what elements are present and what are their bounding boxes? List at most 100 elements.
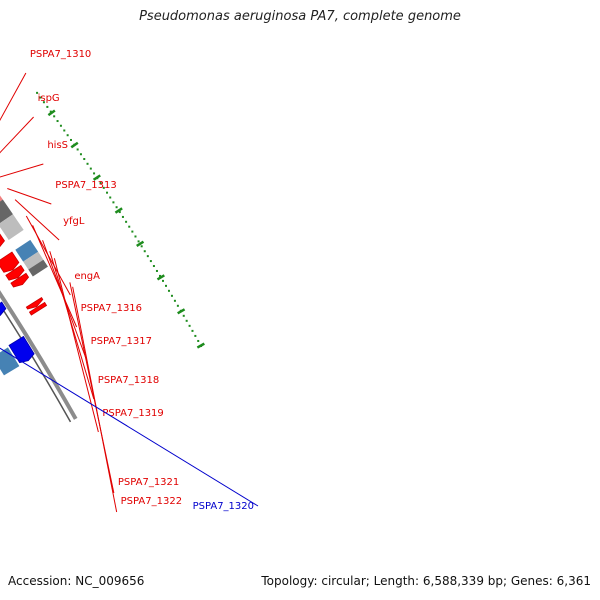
ring-dot bbox=[109, 196, 112, 199]
ring-dot bbox=[46, 105, 49, 108]
callout-line bbox=[72, 286, 118, 513]
tick-dotted-rings bbox=[36, 91, 203, 348]
gene-label: engA bbox=[74, 271, 100, 282]
ring-dot bbox=[162, 279, 164, 282]
ring-dot bbox=[39, 96, 42, 99]
ruler-tick-outer bbox=[47, 109, 56, 117]
ring-dot bbox=[49, 110, 52, 113]
ruler-tick-outer bbox=[177, 308, 186, 315]
outer-dotted-ring bbox=[36, 91, 203, 348]
cog-block bbox=[0, 195, 3, 202]
forward-cds-arrow bbox=[28, 301, 48, 316]
ring-dot bbox=[182, 314, 185, 317]
ring-dot bbox=[173, 299, 176, 302]
ruler-tick-outer bbox=[136, 240, 145, 247]
ring-dot bbox=[76, 148, 79, 151]
cog-block bbox=[15, 239, 39, 262]
ring-dot bbox=[170, 294, 173, 297]
gene-label: PSPA7_1321 bbox=[118, 477, 179, 488]
ring-dot bbox=[185, 319, 188, 322]
ring-dot bbox=[188, 324, 191, 327]
ring-dot bbox=[79, 153, 82, 156]
map-title: Pseudomonas aeruginosa PA7, complete gen… bbox=[139, 9, 461, 24]
ring-dot bbox=[176, 304, 179, 307]
callout-line bbox=[7, 188, 52, 205]
gene-label: PSPA7_1318 bbox=[98, 375, 159, 386]
accession-text: Accession: NC_009656 bbox=[8, 574, 145, 588]
gene-label: PSPA7_1319 bbox=[102, 408, 163, 419]
ring-dot bbox=[146, 255, 149, 258]
callout-line bbox=[32, 225, 78, 328]
ring-dot bbox=[191, 329, 194, 332]
ring-dot bbox=[131, 230, 134, 233]
gene-label: ispG bbox=[38, 93, 60, 104]
ring-dot bbox=[165, 284, 167, 287]
ring-dot bbox=[134, 235, 137, 238]
ring-dot bbox=[59, 124, 62, 127]
ring-dot bbox=[42, 101, 45, 104]
gene-callouts: PSPA7_1310 ispG hisS PSPA7_1313 yfgL engA PSPA… bbox=[0, 49, 259, 513]
backbone-arc-outer bbox=[0, 290, 78, 420]
ring-dot bbox=[167, 289, 170, 292]
ring-dot bbox=[106, 191, 109, 194]
ruler-tick-outer bbox=[156, 274, 165, 281]
genome-summary-text: Topology: circular; Length: 6,588,339 bp… bbox=[261, 574, 591, 588]
ring-dot bbox=[112, 201, 115, 204]
ring-dot bbox=[194, 334, 197, 337]
ring-dot bbox=[93, 172, 96, 175]
ring-dot bbox=[56, 120, 59, 123]
backbone-arc-inner bbox=[0, 303, 72, 423]
cog-block bbox=[28, 259, 48, 277]
ring-dot bbox=[118, 211, 121, 214]
backbone bbox=[0, 290, 78, 423]
ring-dot bbox=[66, 134, 69, 137]
ring-dot bbox=[99, 182, 102, 185]
ring-dot bbox=[155, 269, 158, 272]
ring-dot bbox=[53, 115, 56, 118]
gene-label: PSPA7_1322 bbox=[121, 496, 182, 507]
cog-block bbox=[0, 214, 24, 240]
ruler-tick-outer bbox=[196, 342, 205, 349]
ring-dot bbox=[137, 240, 140, 243]
gene-label: PSPA7_1313 bbox=[55, 180, 116, 191]
callout-line bbox=[53, 258, 99, 433]
ring-dot bbox=[36, 91, 39, 94]
ring-dot bbox=[149, 260, 152, 263]
ring-dot bbox=[143, 250, 146, 253]
cog-block bbox=[23, 251, 44, 270]
forward-cds-arrow bbox=[25, 296, 44, 310]
gene-label: PSPA7_1317 bbox=[91, 336, 152, 347]
gene-label: hisS bbox=[47, 140, 68, 151]
ring-dot bbox=[128, 225, 131, 228]
gene-label: PSPA7_1310 bbox=[30, 49, 91, 60]
reverse-cds-arrow bbox=[0, 301, 7, 316]
reverse-cds-arrow bbox=[8, 335, 35, 364]
ring-dot bbox=[86, 162, 89, 165]
gene-label: yfgL bbox=[63, 216, 85, 227]
ring-dot bbox=[102, 186, 105, 189]
ring-dot bbox=[115, 206, 118, 209]
ring-dot bbox=[125, 220, 128, 223]
ruler-tick-outer bbox=[92, 174, 101, 181]
cog-block bbox=[0, 199, 13, 224]
callout-line bbox=[14, 199, 60, 241]
reverse-cog-block bbox=[0, 347, 20, 376]
ring-dot bbox=[152, 265, 155, 268]
forward-cds-arrow bbox=[0, 233, 5, 248]
ring-dot bbox=[69, 138, 72, 141]
gene-label: PSPA7_1320 bbox=[193, 501, 254, 512]
ring-dot bbox=[140, 245, 143, 248]
callout-line bbox=[0, 116, 34, 154]
ring-dot bbox=[63, 129, 66, 132]
ruler: 1320 kbp1322 kbp1324 kbp1326 kbp1328 kbp… bbox=[47, 109, 205, 349]
callout-line bbox=[0, 163, 44, 178]
ring-dot bbox=[83, 158, 86, 161]
feature-tracks bbox=[0, 195, 48, 376]
gene-label: PSPA7_1316 bbox=[81, 303, 142, 314]
callout-line bbox=[0, 347, 259, 507]
callout-line bbox=[0, 72, 27, 122]
ruler-tick-outer bbox=[114, 207, 123, 214]
ruler-tick-outer bbox=[70, 141, 79, 149]
ring-dot bbox=[158, 274, 161, 277]
